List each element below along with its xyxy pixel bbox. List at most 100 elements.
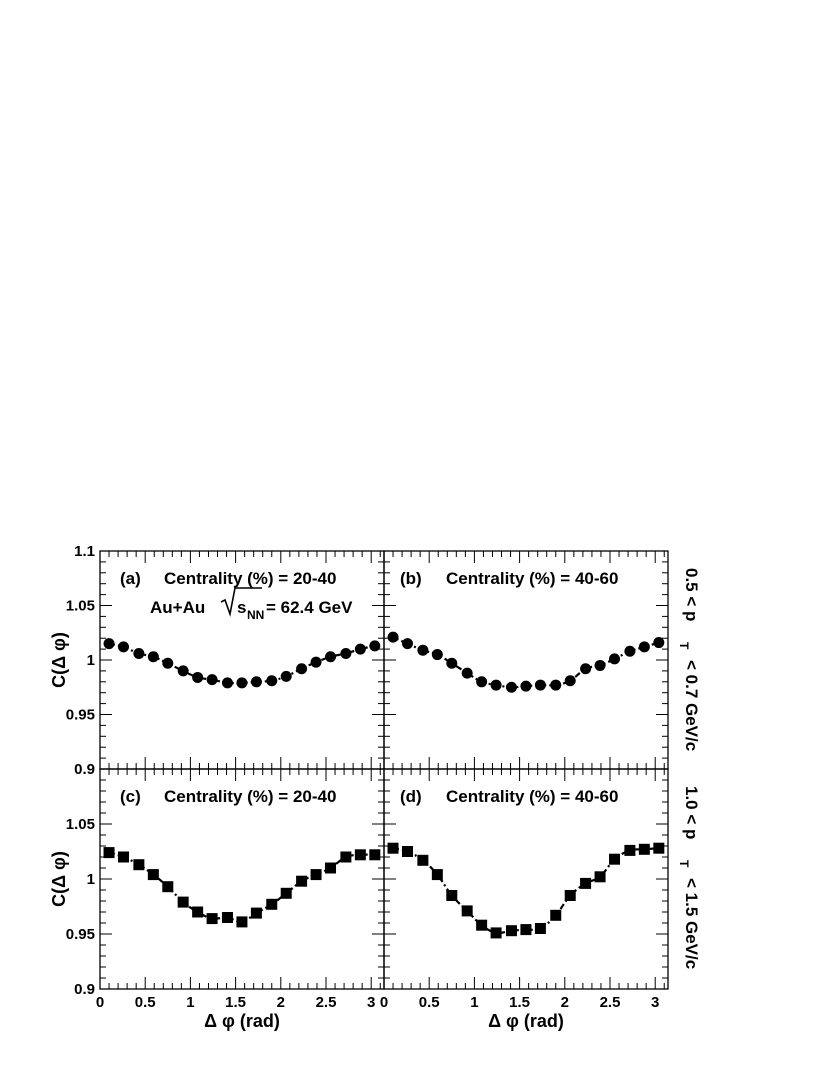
data-point [162,657,174,669]
data-point [177,896,189,908]
x-tick-label: 3 [367,994,375,1011]
data-point [402,638,414,650]
data-point [280,887,292,899]
data-point [490,679,502,691]
data-point [296,875,308,887]
panel-letter: (b) [400,569,422,588]
sqrt-radical [220,587,262,618]
panels-layer: 0.9 0.95 1 1.05 1.1 C(Δ φ) (a) Centrality (%) =… [49,543,669,1031]
data-point [250,676,262,688]
data-point [192,906,204,918]
y-tick-label: 0.95 [66,707,95,724]
data-point [653,637,665,649]
y-tick-label: 1 [87,871,95,888]
x-tick-label: 1.5 [509,994,530,1011]
x-tick-label: 2.5 [600,994,621,1011]
x-tick-label: 1.5 [225,994,246,1011]
panel-letter: (d) [400,787,422,806]
data-point [534,679,546,691]
data-point [103,847,115,859]
collision-label: Au+Au [150,598,205,617]
panel-d: 0 0.5 1 1.5 2 2.5 3 Δ φ (rad) (d) Centrality (%) … [380,768,669,1031]
data-point [177,665,189,677]
data-point [638,641,650,653]
data-point [638,843,650,855]
sqrt-s: s [237,598,246,617]
data-point [609,853,621,865]
data-point [118,851,130,863]
data-point [236,677,248,689]
fit-curve [392,636,660,689]
data-point [340,851,352,863]
x-tick-label: 3 [651,994,659,1011]
data-point [490,927,502,939]
fit-curve [108,642,376,685]
panel-a: 0.9 0.95 1 1.05 1.1 C(Δ φ) (a) Centrality (%) =… [49,543,385,778]
row-label-top: 0.5 < p T < 0.7 GeV/c [677,568,701,751]
data-point [280,670,292,682]
data-point [564,890,576,901]
data-point [550,909,562,921]
data-point [296,663,308,675]
panel-title: Centrality (%) = 20-40 [164,787,336,806]
x-tick-label: 1 [470,994,478,1011]
panel-letter: (a) [120,569,141,588]
data-point [534,923,546,934]
panel-title: Centrality (%) = 40-60 [446,787,618,806]
y-axis-title: C(Δ φ) [49,851,69,907]
data-point [594,871,606,883]
data-point [266,898,278,910]
x-tick-label: 1 [186,994,194,1011]
data-point [369,640,381,652]
data-point [354,643,366,655]
data-point [310,656,322,668]
data-point [624,844,636,856]
row-label-bottom-head: 1.0 < p [682,786,701,839]
data-point [476,919,488,931]
data-point [387,631,399,643]
data-point [564,675,576,687]
y-tick-label: 1.05 [66,816,95,833]
panel-title: Centrality (%) = 40-60 [446,569,618,588]
x-tick-label: 0 [96,994,104,1011]
x-tick-label: 0.5 [419,994,440,1011]
panel-b: (b) Centrality (%) = 40-60 [383,550,669,770]
y-tick-label: 0.9 [74,981,95,998]
data-point [310,869,322,881]
data-point [580,877,592,889]
data-point [369,849,381,861]
data-point [461,905,473,917]
data-point [192,671,204,683]
data-point [206,674,218,686]
data-point [354,849,366,861]
data-point [133,647,145,659]
data-point [340,647,352,659]
y-tick-label: 1.1 [74,543,95,560]
data-point [594,659,606,671]
data-point [431,869,443,881]
data-point [402,846,414,857]
data-point [325,862,337,874]
data-point [446,657,458,669]
data-point [505,925,517,937]
data-point [387,842,399,854]
data-point [609,653,621,665]
x-axis-title: Δ φ (rad) [204,1011,280,1031]
x-tick-label: 0 [380,994,388,1011]
row-label-top-head: 0.5 < p [682,568,701,621]
collision-annotation: Au+Au s NN = 62.4 GeV [150,587,353,622]
panel-c: 0.9 0.95 1 1.05 0 0.5 1 1.5 2 2.5 3 C(Δ φ) Δ φ (rad)… [49,768,385,1031]
y-tick-label: 1 [87,652,95,669]
energy-label: = 62.4 GeV [266,598,353,617]
panel-letter: (c) [120,787,141,806]
data-point [505,681,517,693]
data-point [624,645,636,657]
data-point [147,869,159,881]
y-axis-title: C(Δ φ) [49,632,69,688]
row-label-top-tail: < 0.7 GeV/c [682,660,701,751]
x-tick-label: 2 [277,994,285,1011]
row-label-top-sub: T [677,642,691,650]
sqrt-subscript: NN [247,608,264,622]
x-axis-title: Δ φ (rad) [488,1011,564,1031]
